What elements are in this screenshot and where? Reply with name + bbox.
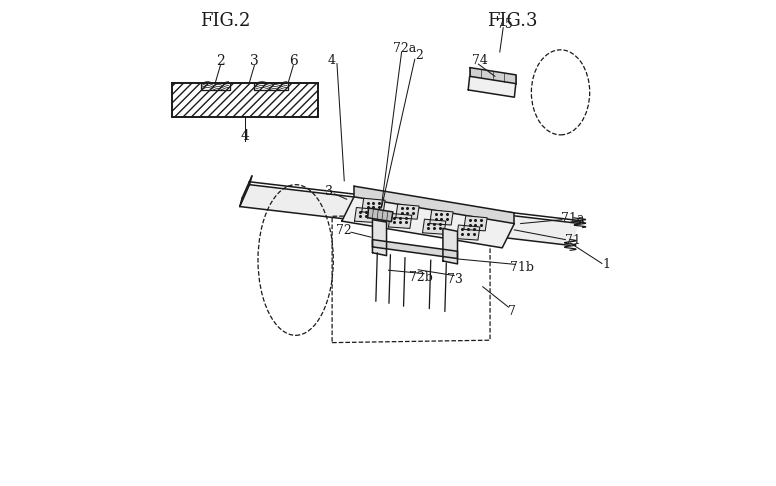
Text: 72a: 72a — [393, 42, 417, 55]
Polygon shape — [389, 213, 412, 228]
Polygon shape — [342, 197, 514, 248]
Text: 4: 4 — [241, 129, 249, 143]
Polygon shape — [354, 186, 514, 224]
Text: 7: 7 — [508, 305, 516, 317]
Polygon shape — [372, 220, 386, 256]
Polygon shape — [422, 219, 446, 234]
Polygon shape — [469, 68, 516, 84]
Polygon shape — [362, 198, 385, 213]
Polygon shape — [372, 240, 458, 259]
Polygon shape — [368, 208, 393, 222]
Text: 71: 71 — [565, 234, 580, 247]
Polygon shape — [456, 225, 480, 240]
Polygon shape — [468, 76, 516, 97]
Polygon shape — [240, 185, 580, 245]
Text: 72: 72 — [336, 225, 352, 237]
Text: 74: 74 — [473, 54, 488, 67]
Text: 3: 3 — [250, 54, 258, 68]
Polygon shape — [443, 228, 458, 264]
Polygon shape — [355, 208, 378, 223]
Polygon shape — [396, 204, 419, 219]
Text: 71b: 71b — [510, 261, 534, 274]
Text: 72b: 72b — [409, 271, 433, 283]
Text: 71a: 71a — [561, 212, 584, 225]
Bar — [171, 83, 317, 117]
Text: 73: 73 — [447, 273, 463, 286]
Polygon shape — [430, 210, 453, 225]
Text: 6: 6 — [289, 54, 298, 68]
Polygon shape — [464, 216, 487, 231]
Text: FIG.3: FIG.3 — [487, 12, 537, 30]
Text: FIG.2: FIG.2 — [200, 12, 251, 30]
Text: 2: 2 — [216, 54, 225, 68]
Text: 75: 75 — [497, 18, 512, 31]
Text: 2: 2 — [416, 50, 424, 62]
Text: 3: 3 — [324, 186, 333, 198]
Text: 4: 4 — [328, 54, 336, 67]
Text: 1: 1 — [603, 259, 611, 271]
